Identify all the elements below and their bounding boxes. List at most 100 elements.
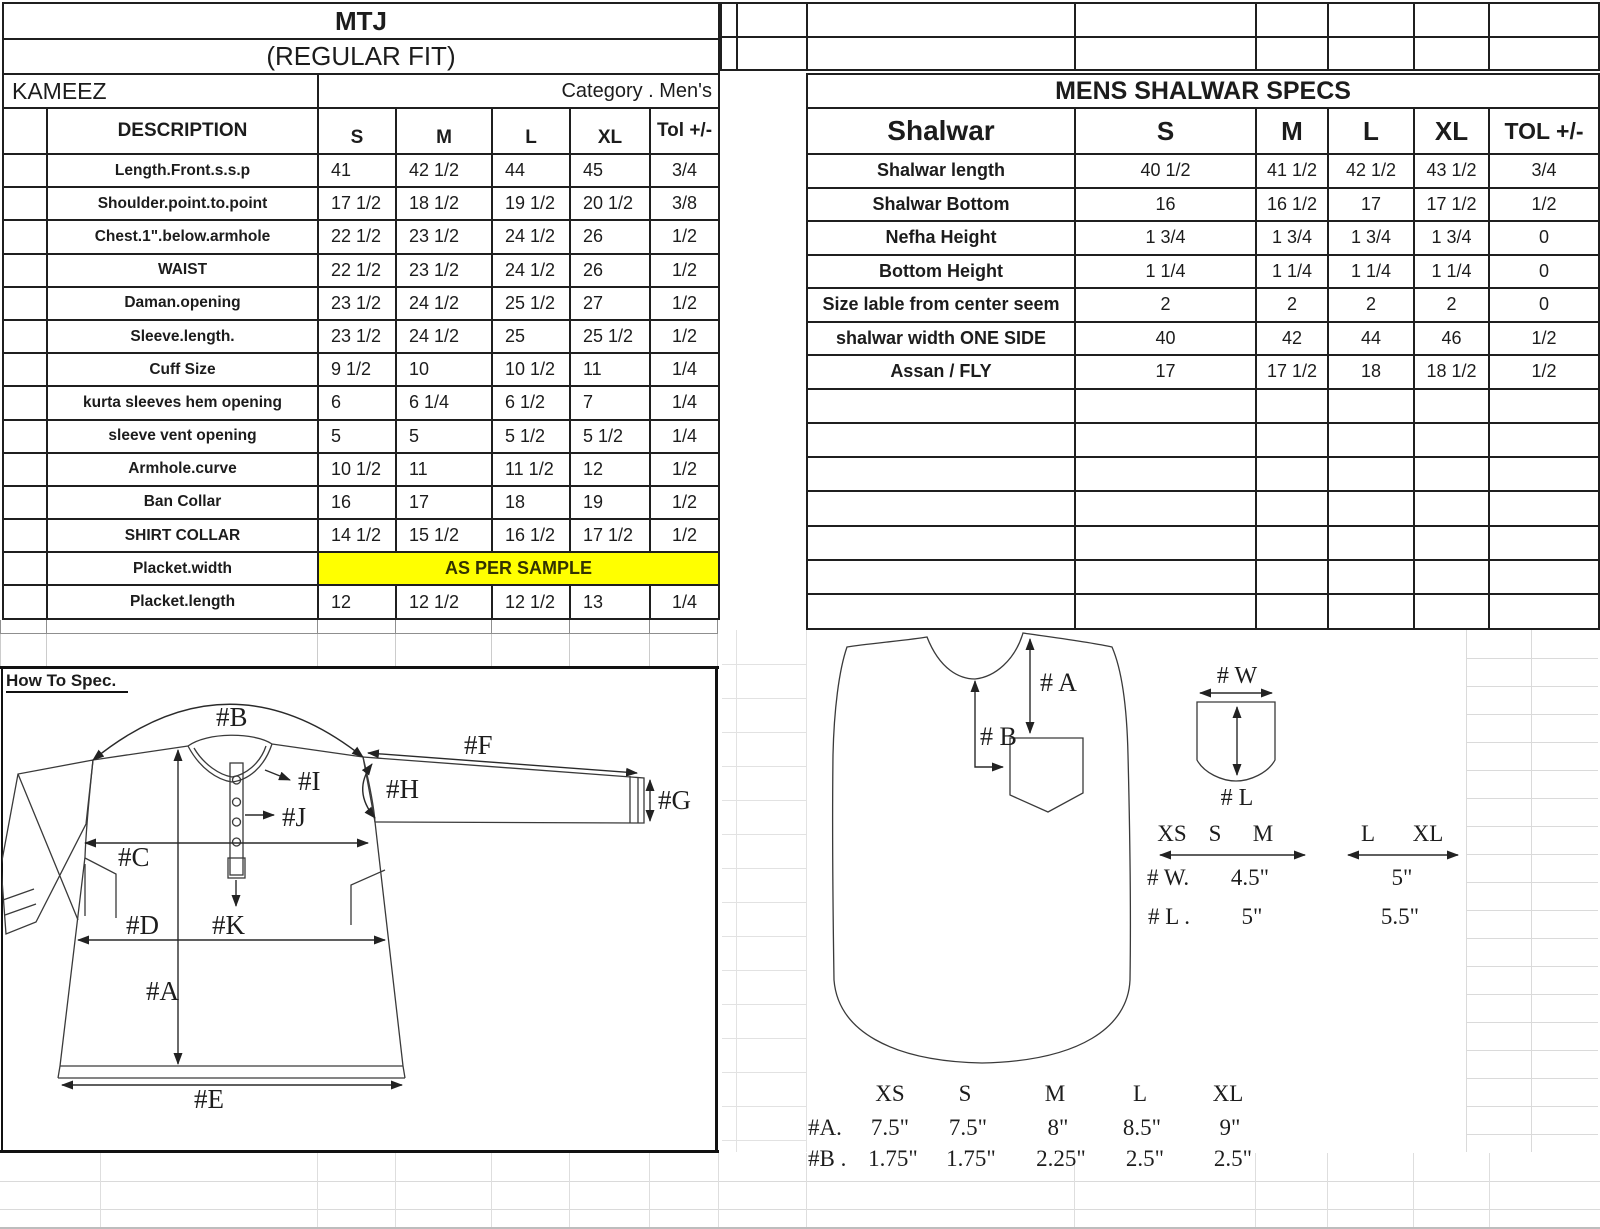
table-cell[interactable]: 16 xyxy=(317,484,397,521)
table-cell[interactable]: 1/2 xyxy=(1487,320,1600,356)
table-cell[interactable] xyxy=(2,385,48,421)
table-cell[interactable] xyxy=(1074,558,1257,596)
table-cell[interactable]: 13 xyxy=(569,584,651,620)
table-cell[interactable]: 11 xyxy=(395,451,493,487)
table-cell[interactable] xyxy=(1074,421,1257,459)
table-cell[interactable]: 42 1/2 xyxy=(1327,153,1415,189)
table-cell[interactable]: 10 xyxy=(395,352,493,388)
table-cell[interactable]: 20 1/2 xyxy=(569,186,651,222)
table-cell[interactable]: 2 xyxy=(1074,287,1257,323)
table-cell[interactable]: WAIST xyxy=(46,252,319,288)
col-header-description[interactable]: DESCRIPTION xyxy=(46,107,319,155)
table-cell[interactable] xyxy=(2,252,48,288)
table-cell[interactable]: 1 1/4 xyxy=(1255,253,1329,289)
table-cell[interactable]: 44 xyxy=(491,152,571,189)
table-cell[interactable] xyxy=(1487,524,1600,561)
table-cell[interactable] xyxy=(1074,524,1257,561)
doc-title[interactable]: MTJ xyxy=(2,2,720,40)
table-cell[interactable] xyxy=(2,418,48,454)
table-cell[interactable]: 3/4 xyxy=(649,152,720,189)
table-cell[interactable]: 19 1/2 xyxy=(491,186,571,222)
table-cell[interactable] xyxy=(1327,421,1415,459)
table-cell[interactable]: 6 xyxy=(317,385,397,421)
table-cell[interactable] xyxy=(1074,490,1257,527)
table-cell[interactable]: 1/2 xyxy=(649,252,720,288)
table-cell[interactable] xyxy=(1487,387,1600,424)
table-cell[interactable]: 6 1/2 xyxy=(491,385,571,421)
table-cell[interactable] xyxy=(1255,456,1329,493)
table-cell[interactable]: 23 1/2 xyxy=(317,318,397,355)
col-header-l[interactable]: L xyxy=(1327,107,1415,155)
table-cell[interactable]: 17 xyxy=(395,484,493,521)
table-cell[interactable]: 12 xyxy=(317,584,397,620)
col-header-m[interactable]: M xyxy=(1255,107,1329,155)
table-cell[interactable]: 5 1/2 xyxy=(491,418,571,454)
table-cell[interactable] xyxy=(1413,524,1490,561)
table-cell[interactable] xyxy=(1255,593,1329,630)
col-header-tol[interactable]: TOL +/- xyxy=(1487,107,1600,155)
table-cell[interactable]: 5 xyxy=(395,418,493,454)
table-cell[interactable] xyxy=(1074,593,1257,630)
table-cell[interactable]: 0 xyxy=(1487,253,1600,289)
table-cell[interactable] xyxy=(1327,558,1415,596)
spreadsheet-cell[interactable] xyxy=(1413,36,1490,71)
table-cell[interactable]: kurta sleeves hem opening xyxy=(46,385,319,421)
table-cell[interactable] xyxy=(1413,490,1490,527)
table-cell[interactable]: 15 1/2 xyxy=(395,518,493,554)
spreadsheet-cell[interactable] xyxy=(1074,36,1257,71)
table-cell[interactable] xyxy=(1413,387,1490,424)
table-cell[interactable]: 10 1/2 xyxy=(491,352,571,388)
row-number-header[interactable] xyxy=(2,107,48,155)
table-cell[interactable]: 46 xyxy=(1413,320,1490,356)
table-cell[interactable]: Nefha Height xyxy=(806,220,1076,256)
spreadsheet-cell[interactable] xyxy=(720,2,738,38)
col-header-shalwar[interactable]: Shalwar xyxy=(806,107,1076,155)
table-cell[interactable]: 12 1/2 xyxy=(491,584,571,620)
table-cell[interactable] xyxy=(1413,593,1490,630)
table-cell[interactable]: 1/2 xyxy=(649,219,720,255)
table-cell[interactable]: 23 1/2 xyxy=(317,285,397,321)
table-cell[interactable]: 19 xyxy=(569,484,651,521)
table-cell[interactable]: 45 xyxy=(569,152,651,189)
table-cell[interactable] xyxy=(806,558,1076,596)
table-cell[interactable]: Sleeve.length. xyxy=(46,318,319,355)
table-cell[interactable]: Shalwar length xyxy=(806,153,1076,189)
table-cell[interactable]: 22 1/2 xyxy=(317,219,397,255)
spreadsheet-cell[interactable] xyxy=(1255,2,1329,38)
table-cell[interactable]: 17 xyxy=(1074,354,1257,390)
table-cell[interactable]: 1 1/4 xyxy=(1074,253,1257,289)
product-name-cell[interactable]: KAMEEZ xyxy=(2,73,319,109)
table-cell[interactable]: 40 1/2 xyxy=(1074,153,1257,189)
table-cell[interactable]: 1 3/4 xyxy=(1327,220,1415,256)
table-cell[interactable]: 14 1/2 xyxy=(317,518,397,554)
table-cell[interactable] xyxy=(2,186,48,222)
table-cell[interactable]: 0 xyxy=(1487,287,1600,323)
table-cell[interactable] xyxy=(1255,558,1329,596)
table-cell[interactable] xyxy=(806,387,1076,424)
table-cell[interactable]: Armhole.curve xyxy=(46,451,319,487)
col-header-xl[interactable]: XL xyxy=(1413,107,1490,155)
spreadsheet-cell[interactable] xyxy=(806,2,1076,38)
table-cell[interactable]: 24 1/2 xyxy=(395,318,493,355)
table-cell[interactable]: 18 1/2 xyxy=(395,186,493,222)
table-cell[interactable]: Cuff Size xyxy=(46,352,319,388)
spreadsheet-cell[interactable] xyxy=(1488,2,1600,38)
table-cell[interactable]: 16 1/2 xyxy=(1255,186,1329,222)
table-cell[interactable]: 17 1/2 xyxy=(1413,186,1490,222)
table-cell[interactable] xyxy=(2,318,48,355)
table-cell[interactable]: 3/4 xyxy=(1487,153,1600,189)
spreadsheet-cell[interactable] xyxy=(1327,2,1415,38)
table-cell[interactable]: 1 1/4 xyxy=(1413,253,1490,289)
col-header-s[interactable]: S xyxy=(1074,107,1257,155)
table-cell[interactable]: Shoulder.point.to.point xyxy=(46,186,319,222)
table-cell[interactable]: 0 xyxy=(1487,220,1600,256)
table-cell[interactable]: 3/8 xyxy=(649,186,720,222)
table-cell[interactable] xyxy=(2,219,48,255)
table-cell[interactable]: 11 xyxy=(569,352,651,388)
table-cell[interactable] xyxy=(1413,421,1490,459)
category-cell[interactable]: Category . Men's xyxy=(317,73,720,109)
table-cell[interactable]: Bottom Height xyxy=(806,253,1076,289)
table-cell[interactable]: Ban Collar xyxy=(46,484,319,521)
table-cell[interactable] xyxy=(1487,421,1600,459)
table-cell[interactable]: 22 1/2 xyxy=(317,252,397,288)
